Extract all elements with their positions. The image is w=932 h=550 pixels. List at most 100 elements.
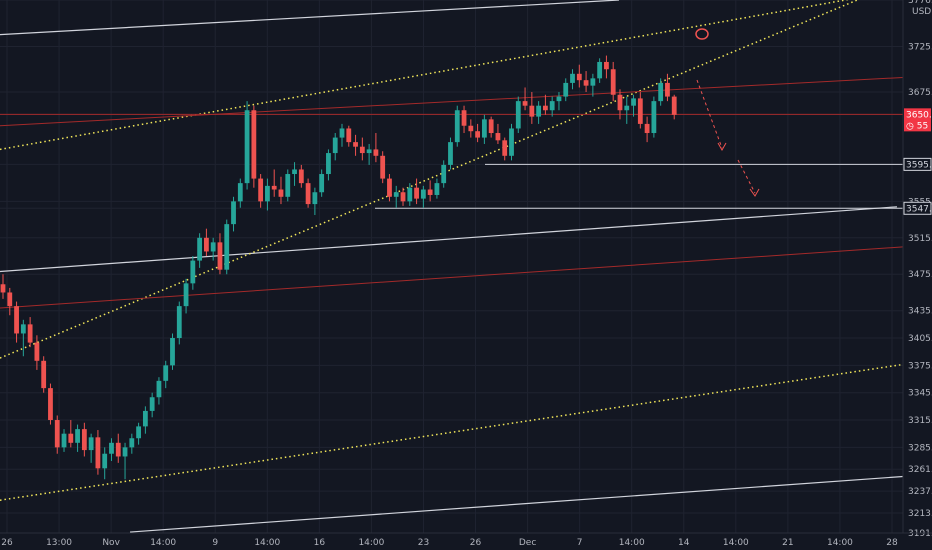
candle-63[interactable] bbox=[427, 180, 433, 202]
candle-4[interactable] bbox=[27, 317, 33, 348]
candle-70[interactable] bbox=[475, 123, 480, 143]
candle-91[interactable] bbox=[617, 89, 623, 120]
trendline-red-6[interactable] bbox=[0, 76, 904, 127]
candle-77[interactable] bbox=[522, 87, 528, 111]
candle-31[interactable] bbox=[210, 237, 216, 261]
candle-38[interactable] bbox=[258, 174, 264, 208]
candle-10[interactable] bbox=[68, 420, 74, 448]
candle-9[interactable] bbox=[61, 429, 67, 452]
candle-49[interactable] bbox=[332, 133, 338, 161]
candle-47[interactable] bbox=[319, 169, 325, 197]
candle-7[interactable] bbox=[48, 383, 53, 425]
candle-90[interactable] bbox=[610, 61, 616, 102]
candle-3[interactable] bbox=[20, 319, 26, 357]
candle-17[interactable] bbox=[115, 433, 121, 463]
candle-60[interactable] bbox=[407, 183, 413, 206]
candle-73[interactable] bbox=[495, 123, 501, 144]
candle-0[interactable] bbox=[0, 274, 6, 299]
candle-32[interactable] bbox=[217, 233, 223, 275]
candle-93[interactable] bbox=[631, 94, 636, 117]
candle-23[interactable] bbox=[156, 377, 162, 405]
price-axis[interactable] bbox=[903, 0, 932, 533]
candle-83[interactable] bbox=[563, 78, 569, 102]
candle-35[interactable] bbox=[237, 178, 243, 208]
candle-65[interactable] bbox=[441, 160, 447, 188]
candle-72[interactable] bbox=[488, 116, 494, 138]
trendline-white-0[interactable] bbox=[0, 0, 620, 36]
time-axis[interactable] bbox=[0, 533, 903, 550]
candle-78[interactable] bbox=[529, 92, 535, 124]
candle-15[interactable] bbox=[102, 447, 108, 480]
candle-57[interactable] bbox=[387, 174, 392, 202]
candle-21[interactable] bbox=[142, 406, 148, 434]
candle-43[interactable] bbox=[292, 162, 297, 186]
candle-36[interactable] bbox=[244, 101, 250, 190]
trendline-yellow-4[interactable] bbox=[0, 0, 866, 359]
candle-92[interactable] bbox=[624, 96, 630, 124]
candle-86[interactable] bbox=[583, 71, 589, 93]
candle-52[interactable] bbox=[353, 134, 358, 156]
candle-24[interactable] bbox=[163, 360, 169, 389]
candle-85[interactable] bbox=[576, 64, 582, 88]
candle-1[interactable] bbox=[7, 287, 13, 316]
candle-84[interactable] bbox=[570, 69, 575, 90]
candle-55[interactable] bbox=[373, 133, 379, 163]
candle-76[interactable] bbox=[515, 96, 521, 134]
candle-33[interactable] bbox=[224, 219, 230, 275]
candle-18[interactable] bbox=[122, 442, 128, 480]
candle-44[interactable] bbox=[298, 164, 304, 188]
candle-42[interactable] bbox=[285, 169, 291, 202]
candle-74[interactable] bbox=[502, 137, 508, 161]
candle-14[interactable] bbox=[95, 430, 101, 475]
trendline-yellow-5[interactable] bbox=[0, 363, 904, 501]
candle-54[interactable] bbox=[366, 143, 372, 165]
trendline-red-7[interactable] bbox=[0, 246, 904, 309]
candle-97[interactable] bbox=[658, 78, 664, 106]
candle-62[interactable] bbox=[420, 185, 426, 208]
candle-45[interactable] bbox=[305, 178, 311, 208]
candle-34[interactable] bbox=[231, 196, 236, 232]
candle-59[interactable] bbox=[400, 187, 406, 206]
candle-99[interactable] bbox=[671, 94, 677, 120]
candle-80[interactable] bbox=[543, 94, 548, 115]
candle-46[interactable] bbox=[312, 187, 318, 216]
candle-81[interactable] bbox=[549, 96, 555, 117]
candle-71[interactable] bbox=[481, 114, 487, 144]
candle-95[interactable] bbox=[644, 116, 650, 143]
candle-79[interactable] bbox=[536, 101, 542, 124]
trendline-white-2[interactable] bbox=[129, 475, 904, 533]
candle-94[interactable] bbox=[637, 92, 643, 129]
candle-28[interactable] bbox=[190, 256, 196, 290]
candle-12[interactable] bbox=[81, 422, 87, 457]
candle-68[interactable] bbox=[461, 105, 467, 134]
candle-8[interactable] bbox=[54, 415, 60, 454]
candle-58[interactable] bbox=[393, 185, 399, 208]
candle-75[interactable] bbox=[509, 123, 514, 161]
candle-26[interactable] bbox=[176, 301, 182, 345]
candle-27[interactable] bbox=[183, 278, 189, 314]
candle-88[interactable] bbox=[597, 58, 603, 83]
candle-39[interactable] bbox=[265, 178, 270, 211]
candle-61[interactable] bbox=[414, 178, 419, 205]
candles[interactable] bbox=[0, 55, 677, 480]
candle-48[interactable] bbox=[326, 149, 331, 181]
candle-13[interactable] bbox=[88, 433, 94, 463]
candle-20[interactable] bbox=[136, 422, 141, 445]
candle-6[interactable] bbox=[41, 356, 47, 393]
candle-11[interactable] bbox=[75, 424, 80, 452]
candle-41[interactable] bbox=[278, 176, 284, 205]
candle-69[interactable] bbox=[468, 119, 474, 138]
candle-51[interactable] bbox=[346, 125, 352, 147]
candle-19[interactable] bbox=[129, 433, 135, 454]
trendline-white-1[interactable] bbox=[0, 206, 898, 273]
candle-37[interactable] bbox=[251, 105, 257, 188]
candle-67[interactable] bbox=[454, 105, 460, 147]
trendlines[interactable] bbox=[0, 0, 904, 533]
candle-66[interactable] bbox=[448, 137, 453, 170]
candle-50[interactable] bbox=[339, 123, 345, 147]
candle-64[interactable] bbox=[434, 178, 440, 199]
candle-96[interactable] bbox=[651, 96, 657, 138]
candle-29[interactable] bbox=[197, 233, 203, 268]
candle-98[interactable] bbox=[665, 73, 670, 102]
